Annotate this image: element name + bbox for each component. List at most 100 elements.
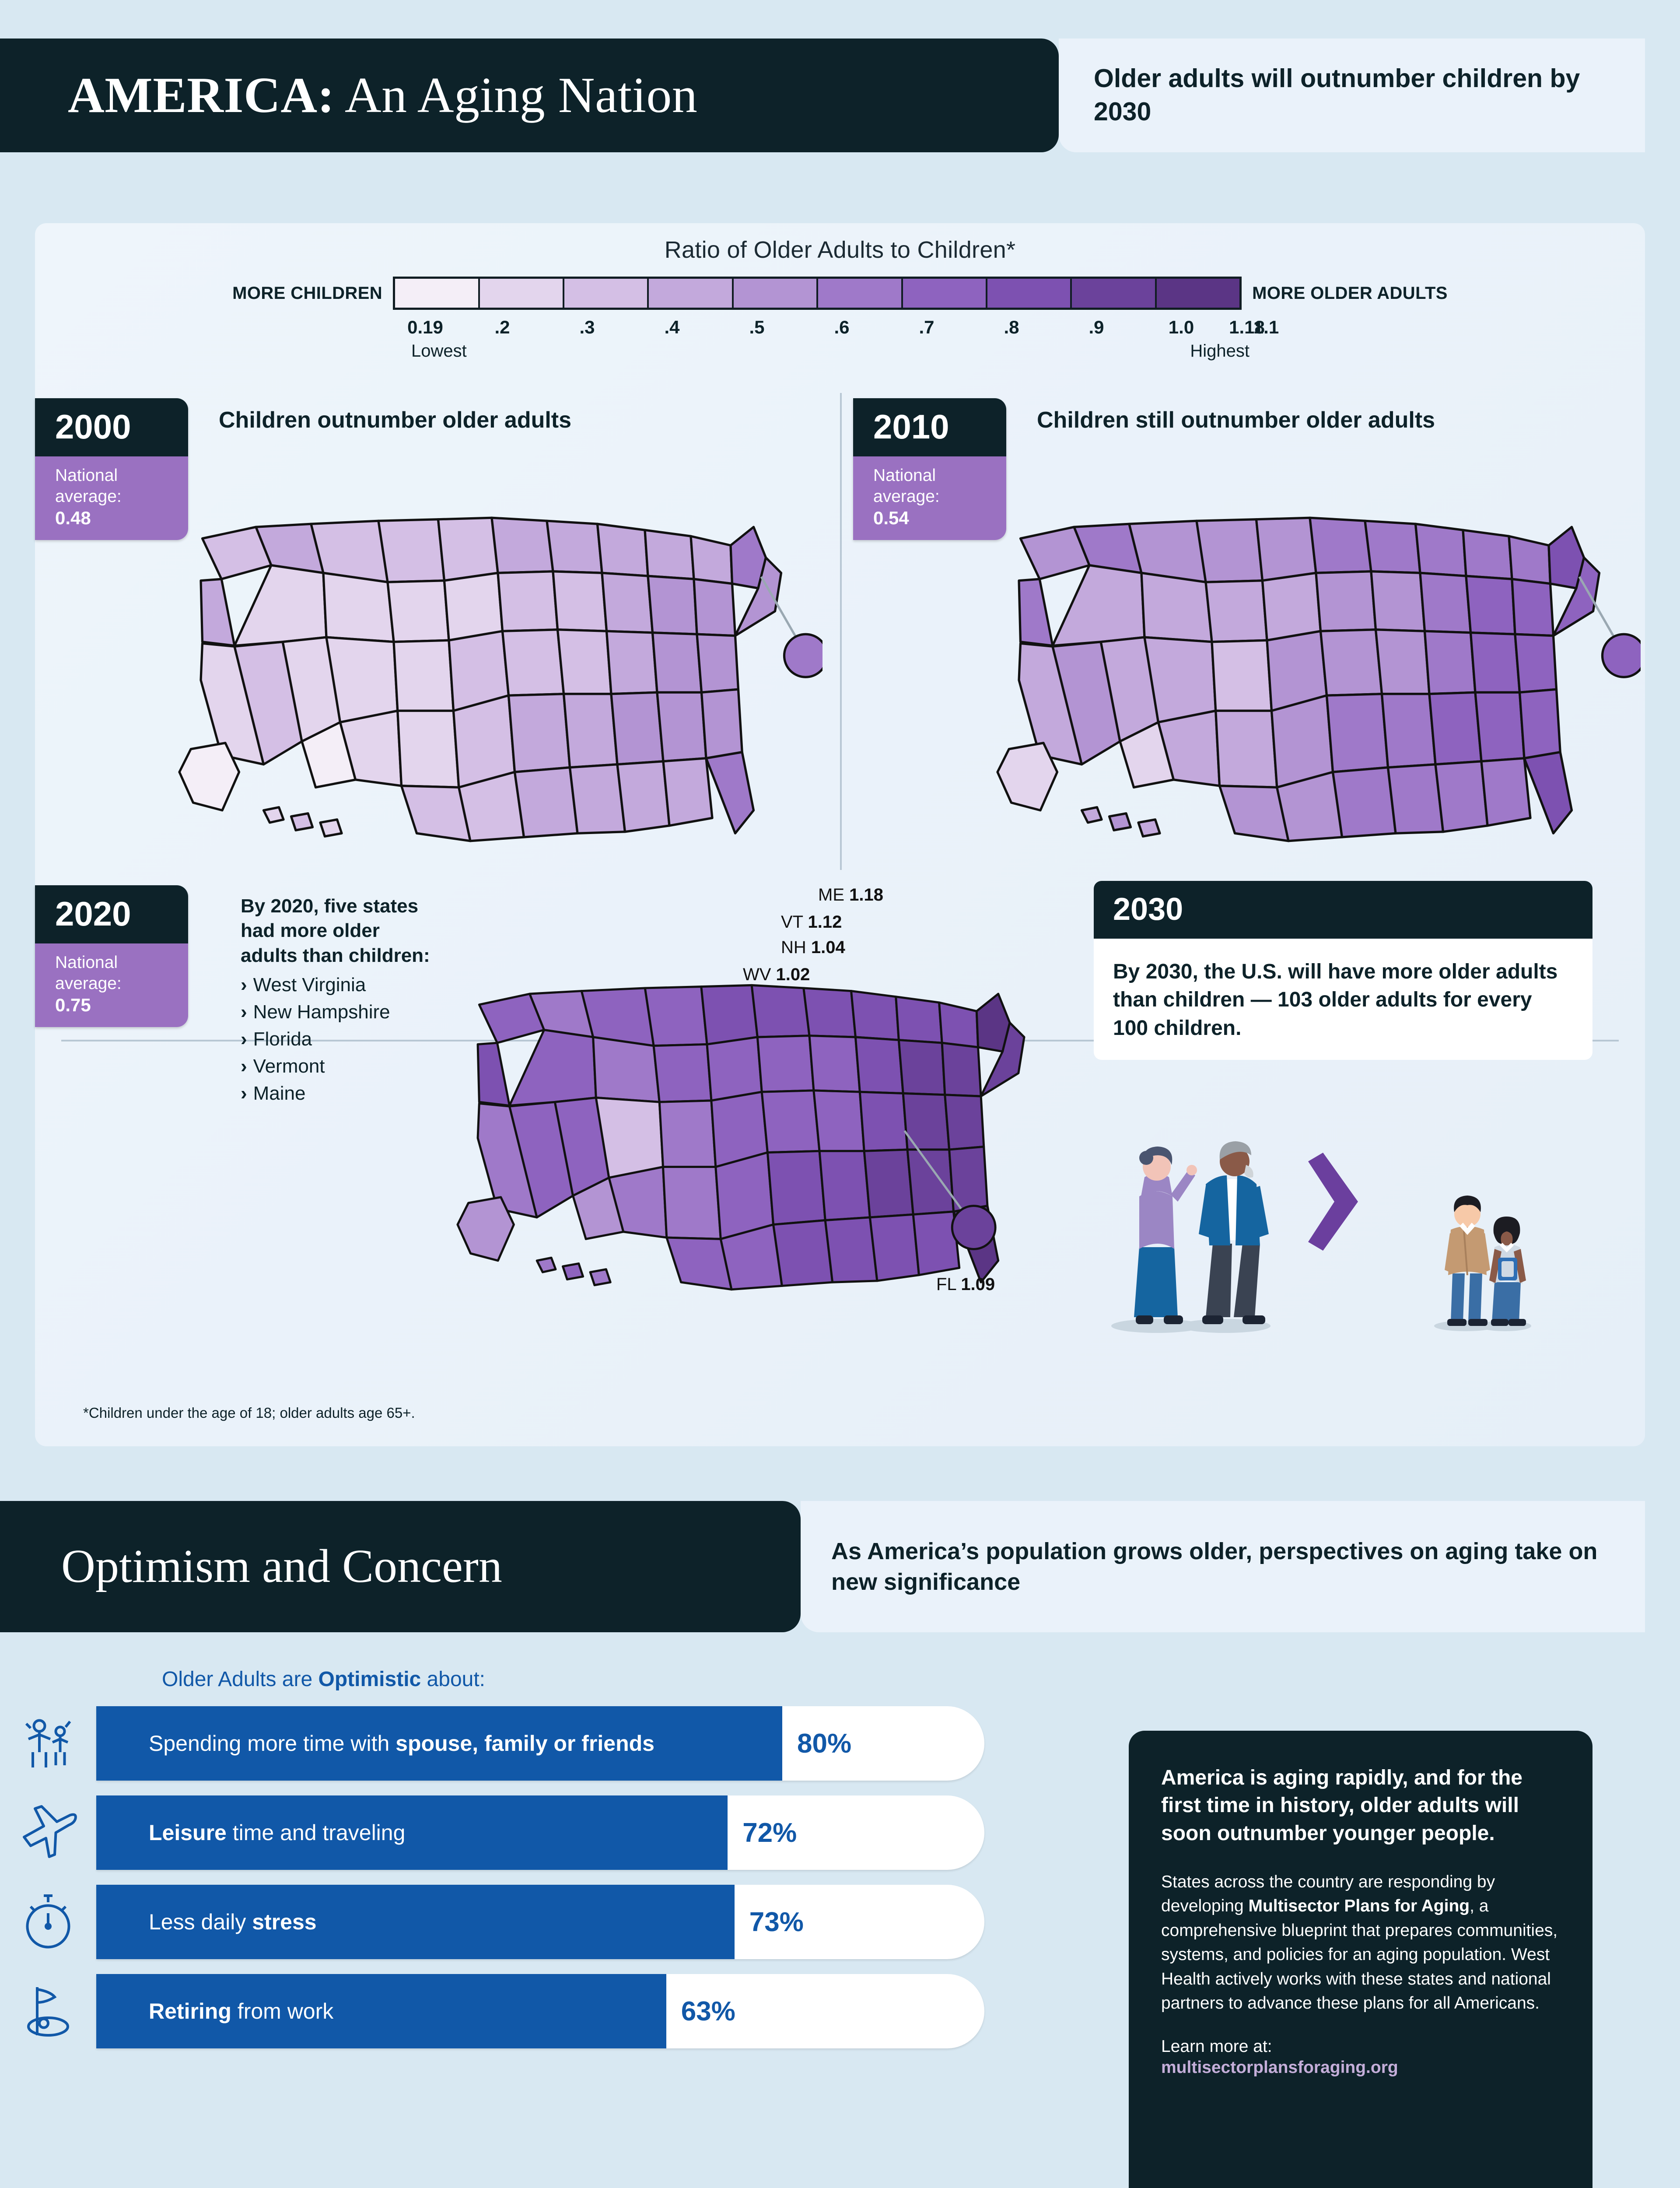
bar-percent: 73%: [749, 1907, 804, 1937]
bar-track: Retiring from work 63%: [96, 1974, 984, 2048]
state-name: Florida: [253, 1028, 312, 1050]
bar-label: Spending more time with spouse, family o…: [149, 1731, 654, 1756]
callout-vt: VT 1.12: [781, 912, 842, 932]
us-map-svg-2000: [178, 516, 822, 842]
section-2-subtitle: As America’s population grows older, per…: [831, 1538, 1598, 1595]
bar-percent: 72%: [742, 1817, 797, 1848]
section-2-header: Optimism and Concern As America’s popula…: [0, 1501, 1645, 1632]
maps-panel: Ratio of Older Adults to Children* MORE …: [35, 223, 1645, 1446]
bar-track: Leisure time and traveling 72%: [96, 1795, 984, 1870]
bar-fill: Less daily stress: [96, 1885, 735, 1959]
info-card-url[interactable]: multisectorplansforaging.org: [1161, 2058, 1398, 2077]
legend-tick-labels: 0.19 .2 .3 .4 .5 .6 .7 .8 .9 1.0 1.1 1.18: [407, 317, 1279, 340]
year-label-2010: 2010: [853, 398, 1006, 456]
legend-swatch-9: [1156, 279, 1240, 308]
bar-fill: Leisure time and traveling: [96, 1795, 728, 1870]
national-average-2000: National average: 0.48: [35, 456, 188, 540]
info-card-lead: America is aging rapidly, and for the fi…: [1161, 1766, 1522, 1845]
us-map-2020: [429, 920, 1063, 1305]
legend-tick-0: 0.19: [407, 317, 443, 337]
year-badge-2000: 2000 National average: 0.48: [35, 398, 188, 540]
page-title-rest: An Aging Nation: [334, 67, 698, 123]
legend-highest-label: Highest: [1190, 341, 1250, 361]
info-card-body: States across the country are responding…: [1161, 1870, 1560, 2015]
legend-swatch-4: [733, 279, 819, 308]
header-subtitle-block: Older adults will outnumber children by …: [1059, 39, 1645, 152]
bar-track: Spending more time with spouse, family o…: [96, 1706, 984, 1781]
state-name: New Hampshire: [253, 1001, 390, 1023]
callout-me: ME 1.18: [818, 885, 883, 905]
header-subtitle: Older adults will outnumber children by …: [1094, 64, 1580, 126]
page-title-bold: AMERICA:: [68, 67, 335, 123]
states-list-2020: By 2020, five states had more older adul…: [241, 894, 433, 1105]
map-headline-2010: Children still outnumber older adults: [1037, 407, 1435, 433]
bar-percent: 63%: [681, 1996, 735, 2027]
callout-nh: NH 1.04: [781, 938, 845, 957]
legend-swatch-8: [1072, 279, 1157, 308]
bar-label: Leisure time and traveling: [149, 1820, 406, 1845]
legend-title: Ratio of Older Adults to Children*: [664, 237, 1016, 263]
legend-right-label: MORE OLDER ADULTS: [1252, 283, 1448, 303]
info-card-body-pre: States across the country are responding…: [1161, 1872, 1495, 1916]
year-label-2030: 2030: [1094, 881, 1592, 939]
legend-tick-9: 1.0: [1168, 317, 1194, 337]
legend-swatch-2: [564, 279, 649, 308]
map-legend: Ratio of Older Adults to Children* MORE …: [35, 236, 1645, 362]
chevron-right-icon: ›: [241, 1028, 247, 1050]
chevron-right-icon: ›: [241, 1055, 247, 1077]
state-list-item: › West Virginia: [241, 974, 433, 996]
callout-wv: WV 1.02: [743, 965, 810, 984]
info-card-body-post: , a comprehensive blueprint that prepare…: [1161, 1897, 1558, 2013]
legend-tick-6: .7: [919, 317, 934, 337]
year-badge-2020: 2020 National average: 0.75: [35, 885, 188, 1027]
legend-tick-7: .8: [1004, 317, 1019, 337]
states-list-lead: By 2020, five states had more older adul…: [241, 895, 430, 966]
legend-tick-3: .4: [664, 317, 680, 337]
legend-swatch-6: [903, 279, 987, 308]
bar-fill: Spending more time with spouse, family o…: [96, 1706, 782, 1781]
optimistic-bars-group: Older Adults are Optimistic about: Spend…: [0, 1667, 1081, 2048]
header-title-block: AMERICA: An Aging Nation: [0, 39, 1059, 152]
info-card-learn-label: Learn more at:: [1161, 2037, 1272, 2056]
bar-label: Retiring from work: [149, 1999, 334, 2023]
us-map-svg-2010: [996, 516, 1641, 842]
callout-fl: FL 1.09: [936, 1275, 995, 1294]
info-card-body-bold: Multisector Plans for Aging: [1248, 1897, 1470, 1916]
section-2-subtitle-block: As America’s population grows older, per…: [801, 1501, 1645, 1632]
year-label-2000: 2000: [35, 398, 188, 456]
optimistic-title: Older Adults are Optimistic about:: [0, 1667, 1081, 1691]
people-celebrating-icon: [0, 1706, 96, 1781]
older-woman-figure: [1134, 1146, 1197, 1324]
national-average-2010: National average: 0.54: [853, 456, 1006, 540]
maps-vertical-divider: [840, 393, 842, 870]
bar-track: Less daily stress 73%: [96, 1885, 984, 1959]
year-label-2020: 2020: [35, 885, 188, 943]
legend-swatch-7: [987, 279, 1072, 308]
bar-row: Retiring from work 63%: [0, 1974, 1081, 2048]
older-man-figure: [1199, 1141, 1269, 1324]
states-list: › West Virginia › New Hampshire › Florida › Ver…: [241, 974, 433, 1105]
state-list-item: › New Hampshire: [241, 1001, 433, 1023]
map-headline-2000: Children outnumber older adults: [219, 407, 572, 433]
airplane-icon: [0, 1795, 96, 1870]
child-boy-figure: [1445, 1195, 1490, 1326]
stopwatch-icon: [0, 1885, 96, 1959]
national-average-label-2000: National average:: [55, 466, 122, 506]
bar-fill: Retiring from work: [96, 1974, 666, 2048]
legend-tick-4: .5: [749, 317, 765, 337]
box-2030: 2030 By 2030, the U.S. will have more ol…: [1094, 881, 1592, 1397]
chevron-right-icon: ›: [241, 974, 247, 996]
section-2-title: Optimism and Concern: [61, 1540, 502, 1592]
map-cell-2010: 2010 National average: 0.54 Children sti…: [853, 389, 1658, 874]
section-2-title-block: Optimism and Concern: [0, 1501, 801, 1632]
national-average-label-2010: National average:: [873, 466, 940, 506]
legend-tick-10: 1.1: [1253, 317, 1279, 337]
national-average-value-2010: 0.54: [873, 508, 909, 529]
bar-percent: 80%: [797, 1728, 852, 1759]
legend-tick-8: .9: [1088, 317, 1104, 337]
page-title: AMERICA: An Aging Nation: [68, 67, 697, 125]
state-list-item: › Vermont: [241, 1055, 433, 1077]
national-average-value-2000: 0.48: [55, 508, 91, 529]
map-cell-2000: 2000 National average: 0.48 Children out…: [35, 389, 840, 874]
bar-row: Spending more time with spouse, family o…: [0, 1706, 1081, 1781]
